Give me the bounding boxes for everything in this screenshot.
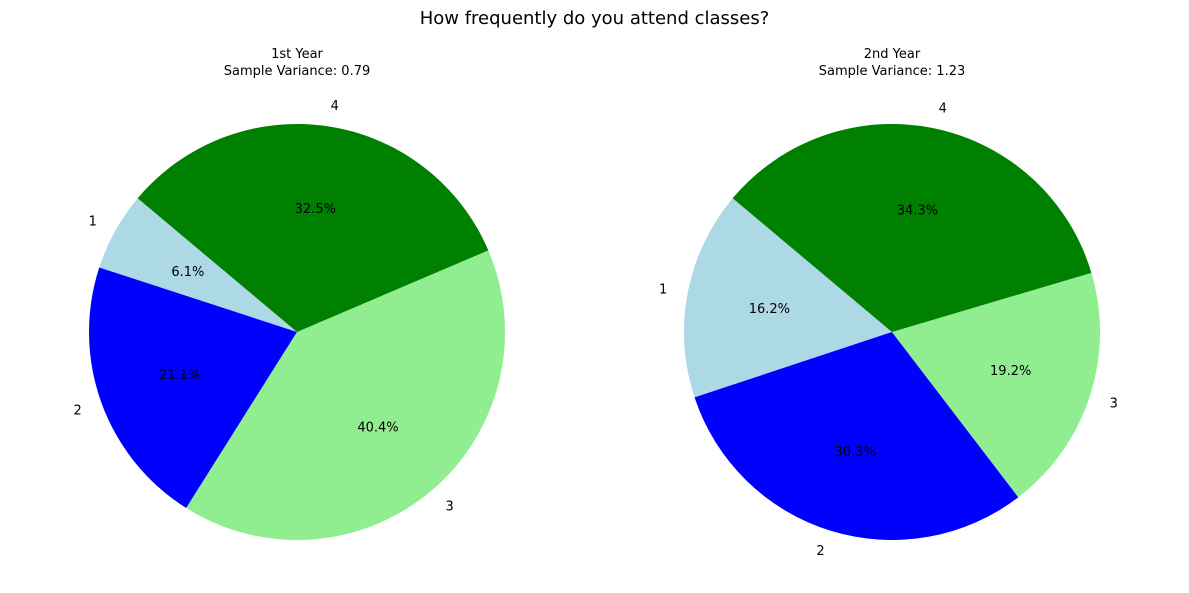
pie-labels-2nd-year: 1 16.2% 2 30.3% 3 19.2% 4 34.3% bbox=[659, 102, 1118, 560]
slice-category-label: 4 bbox=[331, 99, 339, 114]
chart-title-2nd-year: 2nd Year bbox=[864, 47, 921, 62]
slice-percent-label: 34.3% bbox=[897, 203, 938, 218]
slice-percent-label: 16.2% bbox=[749, 302, 790, 317]
pie-slice-4 bbox=[137, 123, 489, 332]
chart-subtitle-2nd-year: Sample Variance: 1.23 bbox=[819, 64, 966, 79]
pie-slice-2 bbox=[89, 267, 298, 509]
pie-labels-1st-year: 1 6.1% 2 21.1% 3 40.4% 4 32.5% bbox=[74, 99, 454, 514]
pie-slice-3 bbox=[186, 250, 505, 540]
slice-percent-label: 21.1% bbox=[159, 368, 200, 383]
slice-category-label: 2 bbox=[74, 403, 82, 418]
pie-slice-1 bbox=[683, 198, 892, 398]
slice-category-label: 3 bbox=[446, 500, 454, 515]
pie-slices-1st-year bbox=[89, 123, 505, 540]
slice-percent-label: 6.1% bbox=[171, 265, 204, 280]
pie-chart-1st-year: 1st Year Sample Variance: 0.79 1 6.1% 2 21.… bbox=[74, 47, 505, 540]
chart-title-1st-year: 1st Year bbox=[271, 47, 323, 62]
pie-chart-2nd-year: 2nd Year Sample Variance: 1.23 1 16.2% 2 30… bbox=[659, 47, 1118, 559]
slice-category-label: 4 bbox=[939, 102, 947, 117]
slice-percent-label: 19.2% bbox=[990, 364, 1031, 379]
pie-slice-4 bbox=[732, 124, 1092, 332]
slice-category-label: 1 bbox=[89, 215, 97, 230]
slice-percent-label: 30.3% bbox=[835, 445, 876, 460]
slice-category-label: 3 bbox=[1110, 396, 1118, 411]
pie-slice-3 bbox=[892, 272, 1100, 498]
pie-slice-1 bbox=[99, 198, 297, 332]
slice-percent-label: 40.4% bbox=[357, 420, 398, 435]
slice-category-label: 2 bbox=[816, 544, 824, 559]
pie-slices-2nd-year bbox=[683, 124, 1100, 541]
figure-title: How frequently do you attend classes? bbox=[420, 8, 770, 29]
chart-subtitle-1st-year: Sample Variance: 0.79 bbox=[224, 64, 371, 79]
slice-category-label: 1 bbox=[659, 283, 667, 298]
slice-percent-label: 32.5% bbox=[295, 202, 336, 217]
pie-slice-2 bbox=[694, 332, 1019, 541]
